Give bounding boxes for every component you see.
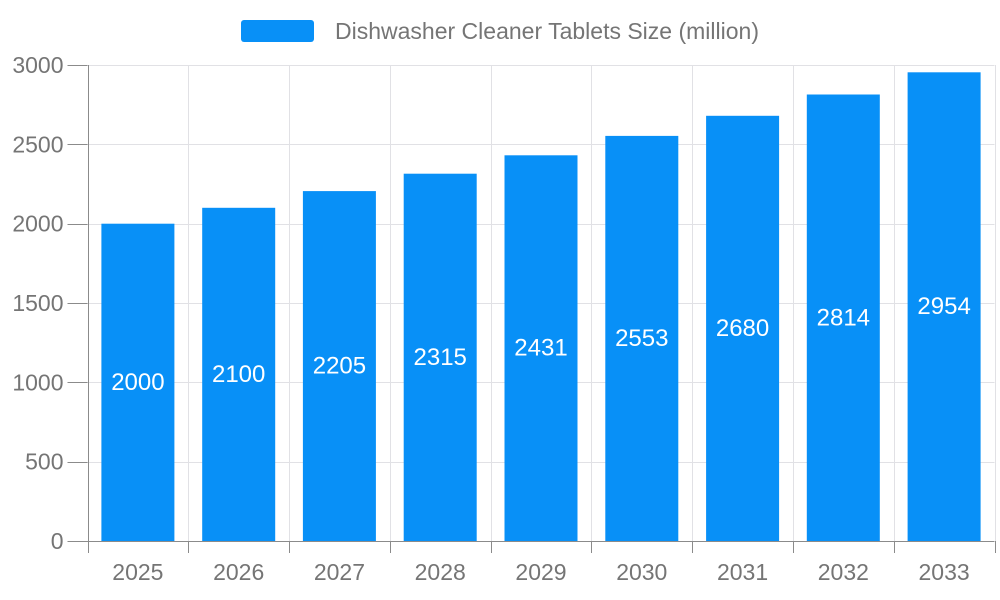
bar-2027[interactable] [302,191,376,541]
bar-value-label-2025: 2000 [111,369,164,396]
bar-value-label-2026: 2100 [212,361,265,388]
x-axis-label-2025: 2025 [112,559,163,585]
x-axis-label-2032: 2032 [818,559,869,585]
bar-2025[interactable] [101,223,175,541]
legend-item[interactable]: Dishwasher Cleaner Tablets Size (million… [241,18,759,44]
legend-label: Dishwasher Cleaner Tablets Size (million… [335,18,759,44]
bar-value-label-2033: 2954 [917,293,970,320]
bar-2031[interactable] [706,115,780,542]
bar-2029[interactable] [504,155,578,542]
x-axis-label-2028: 2028 [415,559,466,585]
y-axis-label-500: 500 [25,449,63,475]
bar-2032[interactable] [806,94,880,542]
bar-value-label-2031: 2680 [716,315,769,342]
legend-row: Dishwasher Cleaner Tablets Size (million… [0,18,1000,44]
bar-2030[interactable] [605,135,679,541]
bar-2026[interactable] [202,207,276,542]
x-axis-label-2029: 2029 [515,559,566,585]
bar-2028[interactable] [403,173,477,541]
bar-value-label-2028: 2315 [414,344,467,371]
y-axis-label-2500: 2500 [12,131,63,157]
legend-swatch [241,20,315,42]
bar-value-label-2029: 2431 [514,335,567,362]
x-axis-label-2031: 2031 [717,559,768,585]
x-axis-label-2030: 2030 [616,559,667,585]
y-axis-label-1500: 1500 [12,290,63,316]
y-axis-label-2000: 2000 [12,211,63,237]
y-axis-label-3000: 3000 [12,52,63,78]
bar-value-label-2032: 2814 [817,304,870,331]
bar-value-label-2027: 2205 [313,353,366,380]
bar-2033[interactable] [907,72,981,542]
x-axis-label-2027: 2027 [314,559,365,585]
bar-value-label-2030: 2553 [615,325,668,352]
y-axis-label-0: 0 [51,528,64,554]
x-axis-label-2026: 2026 [213,559,264,585]
x-axis-label-2033: 2033 [919,559,970,585]
y-axis-label-1000: 1000 [12,369,63,395]
